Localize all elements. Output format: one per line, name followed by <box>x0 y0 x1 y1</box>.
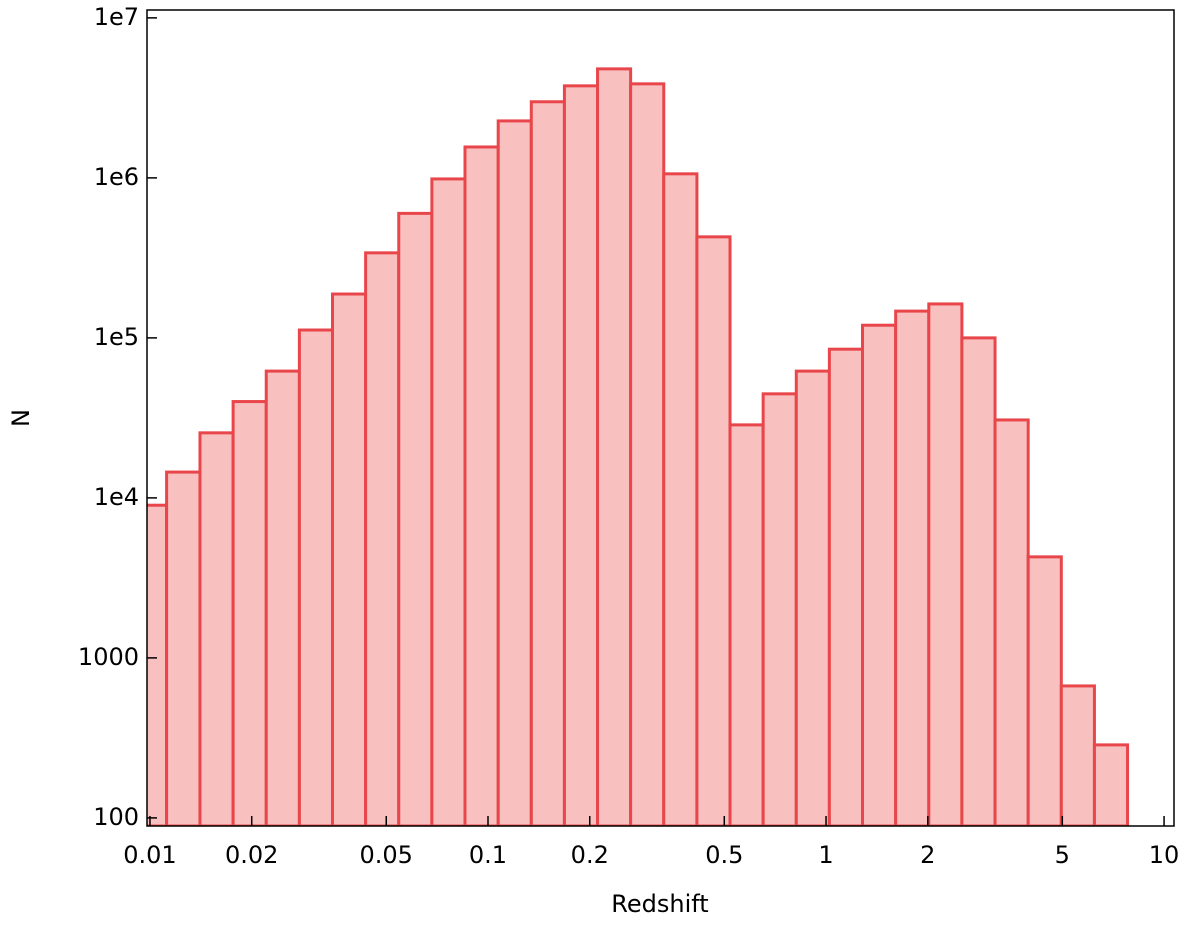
bar <box>364 251 401 826</box>
bar <box>993 418 1030 826</box>
bar <box>430 177 467 826</box>
bar <box>1092 743 1130 826</box>
bar <box>894 309 931 826</box>
x-tick-label: 10 <box>1149 841 1180 869</box>
bar <box>165 470 202 826</box>
bar <box>662 172 699 826</box>
bar <box>297 328 334 826</box>
x-tick-label: 0.05 <box>360 841 413 869</box>
x-tick-label: 5 <box>1055 841 1070 869</box>
bar <box>496 119 533 826</box>
x-tick-label: 0.02 <box>225 841 278 869</box>
bar <box>861 323 898 826</box>
y-tick-label: 1e4 <box>94 483 139 511</box>
bar <box>264 369 301 826</box>
bar <box>960 336 997 826</box>
bar <box>761 392 798 826</box>
bar <box>927 302 964 826</box>
bar <box>629 82 666 826</box>
bar <box>529 100 566 826</box>
x-tick-label: 0.1 <box>469 841 507 869</box>
bar <box>330 292 368 826</box>
x-tick-label: 0.01 <box>123 841 176 869</box>
y-tick-label: 1e7 <box>94 3 139 31</box>
y-tick-label: 1000 <box>78 643 139 671</box>
plot-frame <box>146 9 1175 827</box>
bar <box>463 145 500 826</box>
bar <box>596 67 633 826</box>
bar <box>1026 555 1063 826</box>
bar <box>562 84 600 826</box>
x-tick-label: 1 <box>818 841 833 869</box>
bar <box>695 235 732 826</box>
bar <box>198 431 235 826</box>
x-tick-label: 0.2 <box>571 841 609 869</box>
y-tick-label: 100 <box>93 803 139 831</box>
bar <box>728 423 765 826</box>
bar <box>1059 684 1096 826</box>
bar <box>397 211 434 826</box>
y-tick-label: 1e6 <box>94 163 139 191</box>
bars <box>147 67 1130 826</box>
bar <box>794 369 831 826</box>
bar <box>231 400 268 826</box>
x-tick-label: 0.5 <box>705 841 743 869</box>
y-axis-label: N <box>7 409 35 427</box>
bar <box>827 347 865 826</box>
x-axis-label: Redshift <box>611 890 708 918</box>
y-tick-label: 1e5 <box>94 323 139 351</box>
x-tick-label: 2 <box>920 841 935 869</box>
